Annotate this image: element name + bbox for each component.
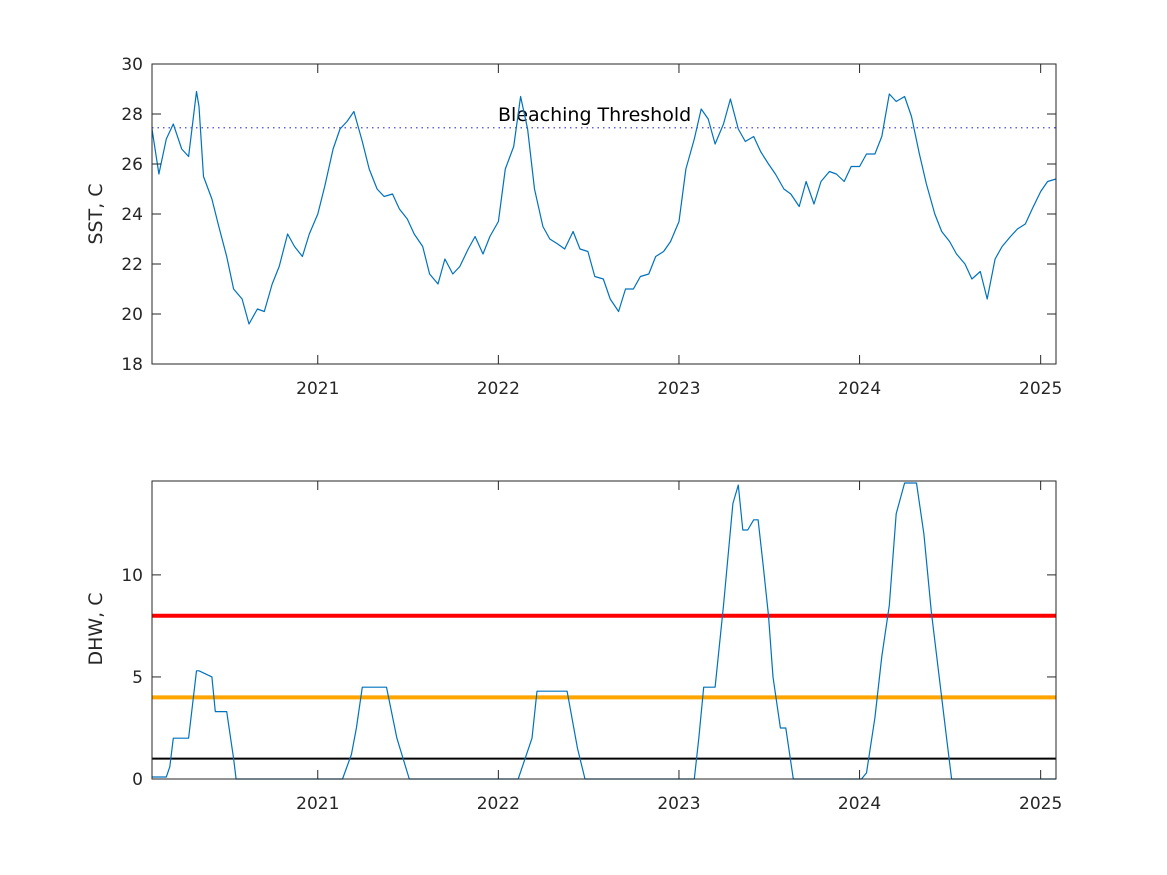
sst-x-tick-label: 2025: [1019, 379, 1062, 399]
dhw-x-tick-label: 2021: [296, 794, 339, 814]
sst-y-tick-label: 24: [121, 205, 143, 225]
sst-y-axis-label: SST, C: [85, 183, 107, 244]
sst-x-tick-label: 2023: [657, 379, 700, 399]
sst-series-line: [151, 90, 1057, 325]
dhw-y-tick-label: 0: [132, 770, 143, 790]
sst-y-tick-label: 26: [121, 155, 143, 175]
dhw-x-tick-label: 2023: [657, 794, 700, 814]
dhw-axes-frame: [151, 480, 1057, 780]
sst-y-tick-label: 20: [121, 305, 143, 325]
dhw-y-tick-label: 10: [121, 566, 143, 586]
dhw-y-tick-label: 5: [132, 668, 143, 688]
dhw-x-tick-label: 2025: [1019, 794, 1062, 814]
sst-x-tick-label: 2021: [296, 379, 339, 399]
sst-y-tick-label: 30: [121, 55, 143, 75]
dhw-series-line: [152, 482, 1056, 780]
sst-y-tick-label: 28: [121, 105, 143, 125]
dhw-x-tick-label: 2022: [477, 794, 520, 814]
bleaching-threshold-annotation: Bleaching Threshold: [498, 104, 691, 126]
sst-y-tick-label: 18: [121, 355, 143, 375]
sst-x-tick-label: 2024: [838, 379, 881, 399]
sst-y-tick-label: 22: [121, 255, 143, 275]
sst-chart: SST, C Bleaching Threshold 2021 2022 2023 2…: [85, 55, 1062, 399]
dhw-y-axis-label: DHW, C: [85, 592, 107, 665]
dhw-x-tick-label: 2024: [838, 794, 881, 814]
dhw-chart: DHW, C 2021 2022 2023 2024 2025 0 5 10: [85, 480, 1062, 814]
sst-x-tick-label: 2022: [477, 379, 520, 399]
